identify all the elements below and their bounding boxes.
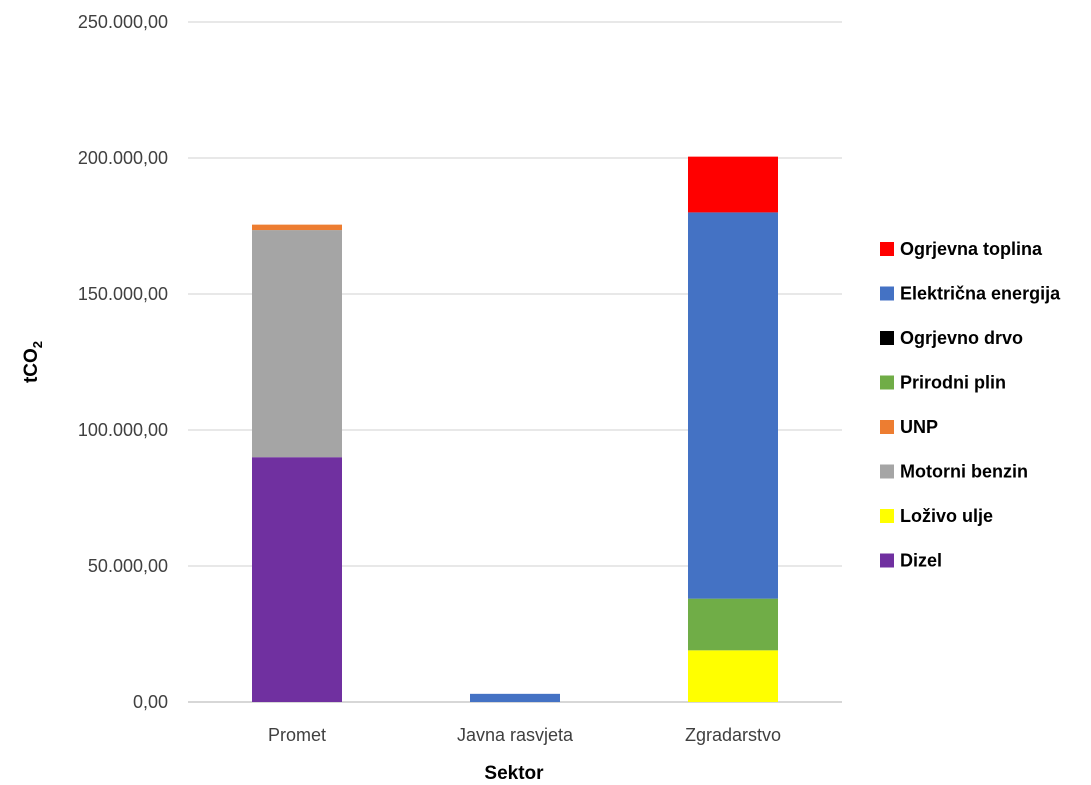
- legend-label: Motorni benzin: [900, 462, 1028, 482]
- bars: [252, 156, 778, 702]
- legend-label: Loživo ulje: [900, 506, 993, 526]
- legend-swatch: [880, 286, 894, 301]
- bar-segment: [688, 212, 778, 599]
- legend-swatch: [880, 242, 894, 256]
- bar-segment: [688, 156, 778, 213]
- bar-segment: [252, 230, 342, 458]
- bar-segment: [252, 224, 342, 231]
- legend-swatch: [880, 331, 894, 345]
- legend-label: UNP: [900, 417, 938, 437]
- y-axis-title-subscript: 2: [30, 341, 45, 348]
- legend-swatch: [880, 553, 894, 568]
- legend: Ogrjevna toplina Električna energija Ogrje…: [880, 239, 1061, 571]
- bar-segment: [688, 650, 778, 702]
- y-axis-title: tCO2: [21, 341, 45, 383]
- y-tick-label: 100.000,00: [78, 420, 168, 440]
- legend-swatch: [880, 420, 894, 434]
- legend-swatch: [880, 509, 894, 523]
- svg-text:tCO2: tCO2: [21, 341, 45, 383]
- legend-swatch: [880, 464, 894, 479]
- x-tick-label: Javna rasvjeta: [457, 725, 574, 745]
- y-tick-label: 150.000,00: [78, 284, 168, 304]
- x-axis-title: Sektor: [484, 763, 544, 784]
- legend-label: Električna energija: [900, 284, 1061, 304]
- bar-segment: [252, 457, 342, 702]
- bar-segment: [688, 598, 778, 651]
- legend-label: Ogrjevno drvo: [900, 328, 1023, 348]
- x-tick-label: Zgradarstvo: [685, 725, 781, 745]
- y-axis-tick-labels: 0,00 50.000,00 100.000,00 150.000,00 200.000…: [78, 12, 168, 712]
- legend-label: Dizel: [900, 551, 942, 571]
- legend-label: Ogrjevna toplina: [900, 239, 1043, 259]
- bar-segment: [470, 693, 560, 702]
- x-axis-tick-labels: Promet Javna rasvjeta Zgradarstvo: [268, 725, 781, 745]
- legend-label: Prirodni plin: [900, 373, 1006, 393]
- y-tick-label: 250.000,00: [78, 12, 168, 32]
- y-tick-label: 50.000,00: [88, 556, 168, 576]
- y-tick-label: 0,00: [133, 692, 168, 712]
- x-tick-label: Promet: [268, 725, 326, 745]
- y-tick-label: 200.000,00: [78, 148, 168, 168]
- legend-swatch: [880, 375, 894, 390]
- y-axis-title-main: tCO: [21, 348, 42, 383]
